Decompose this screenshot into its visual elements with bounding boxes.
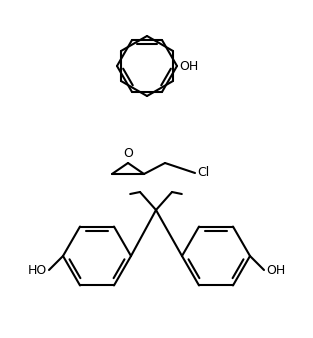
Text: O: O (123, 147, 133, 160)
Text: HO: HO (28, 264, 47, 276)
Text: OH: OH (179, 59, 198, 72)
Text: OH: OH (266, 264, 285, 276)
Text: Cl: Cl (197, 167, 209, 179)
